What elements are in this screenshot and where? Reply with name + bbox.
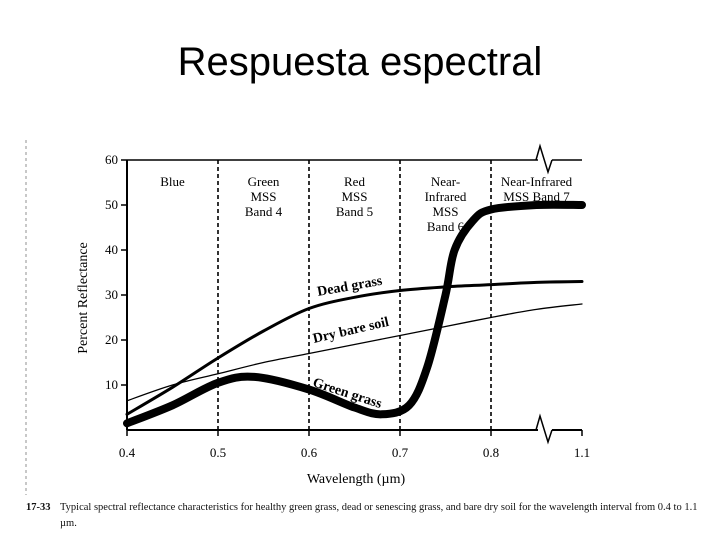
y-tick-label: 50 [105,197,118,212]
band-label-line: Infrared [425,189,467,204]
band-label-line: MSS [432,204,458,219]
band-label-line: Near- [431,174,460,189]
y-tick-label: 10 [105,377,118,392]
x-tick-label: 0.4 [119,445,136,460]
spectral-reflectance-chart: 10 20 30 40 50 60 0.4 0.5 0.6 0.7 0.8 1.1 Blue Green… [24,138,695,498]
band-label-line: MSS [341,189,367,204]
y-tick-label: 20 [105,332,118,347]
axis-break-top [535,143,553,175]
band-label-line: Band 6 [427,219,465,234]
y-tick-label: 30 [105,287,118,302]
series-line-green-grass [123,200,586,428]
band-label-line: Red [344,174,365,189]
y-tick-label: 40 [105,242,118,257]
axes-layer: 10 20 30 40 50 60 0.4 0.5 0.6 0.7 0.8 1.1 [105,143,590,460]
x-tick-label: 1.1 [574,445,590,460]
y-tick-label: 60 [105,152,118,167]
x-tick-label: 0.6 [301,445,318,460]
chart-outer-frame [24,138,695,498]
x-axis-label: Wavelength (µm) [307,472,406,487]
axis-break-bottom [535,413,553,445]
band-label-line: MSS [250,189,276,204]
figure-number: 17-33 [26,502,51,513]
band-label-line: Green [248,174,280,189]
band-label-line: Near-Infrared [501,174,573,189]
y-axis-label: Percent Reflectance [76,242,91,354]
slide-title: Respuesta espectral [177,40,543,84]
series-line-dry-bare-soil [126,303,583,402]
caption-text: Typical spectral reflectance characteris… [60,502,698,529]
x-tick-label: 0.7 [392,445,409,460]
band-label-line: Band 5 [336,204,373,219]
series-layer [123,200,586,428]
band-label-line: Blue [160,174,185,189]
series-line-dead-grass [125,280,584,416]
band-label-line: Band 4 [245,204,283,219]
band-label-line: MSS Band 7 [503,189,570,204]
x-tick-label: 0.5 [210,445,226,460]
x-tick-label: 0.8 [483,445,499,460]
